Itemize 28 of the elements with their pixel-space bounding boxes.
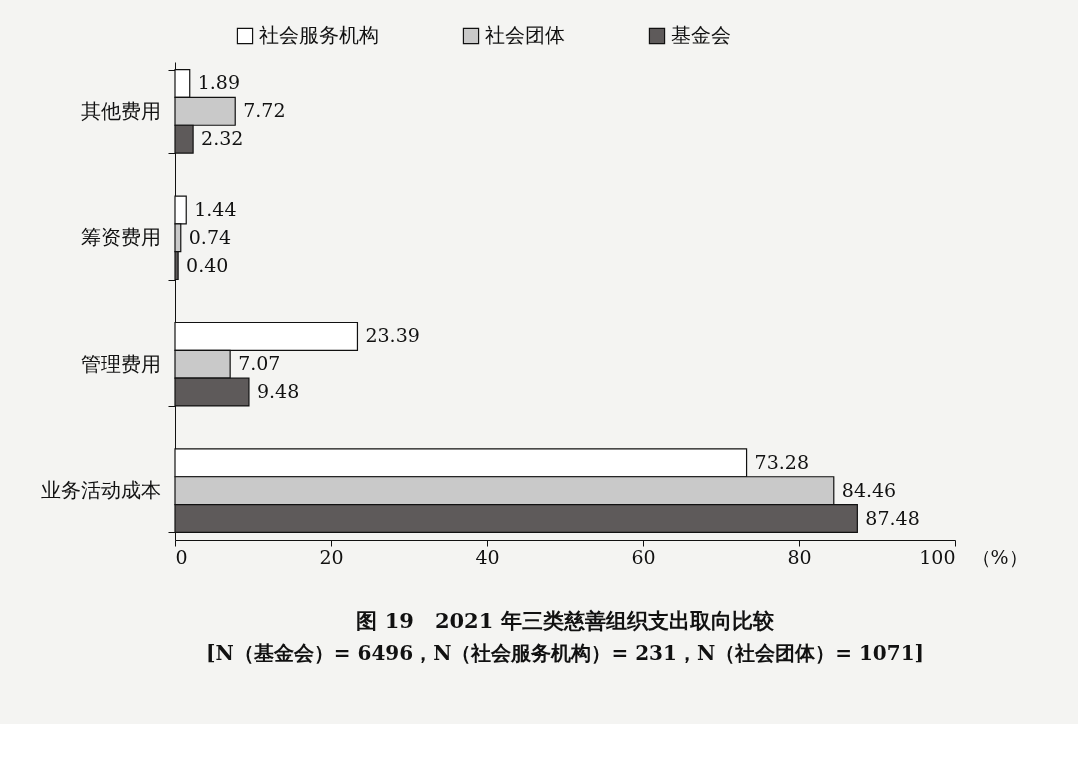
data-label: 73.28 [754,450,809,473]
y-tick-label: 业务活动成本 [40,478,161,503]
data-label: 1.44 [194,197,237,220]
legend-label: 社会团体 [485,23,565,47]
x-tick-label: 80 [787,545,812,568]
x-tick-label: 60 [631,545,656,568]
data-label: 84.46 [841,478,897,501]
x-axis-title: （%） [971,545,1028,568]
x-tick-label: 20 [319,545,344,568]
y-tick-label: 其他费用 [80,98,161,123]
data-label: 23.39 [365,324,420,347]
x-tick-label: 100 [919,545,956,568]
data-label: 9.48 [256,380,300,403]
legend-label: 社会服务机构 [259,23,379,47]
text: [N（基金会）= 6496，N（社会服务机构）= 231，N（社会团体）= 1071] [205,641,925,665]
y-tick-label: 管理费用 [80,351,161,376]
text: 图 19 2021 年三类慈善组织支出取向比较 [356,608,775,633]
data-label: 0.40 [186,253,229,276]
legend-label: 基金会 [671,23,731,47]
data-label: 7.72 [243,99,286,122]
data-label: 0.74 [188,225,232,248]
data-label: 7.07 [238,352,281,375]
data-label: 1.89 [197,71,241,94]
data-label: 87.48 [865,506,920,529]
data-label: 2.32 [201,127,244,150]
x-tick-label: 40 [475,545,500,568]
x-tick-label: 0 [175,545,188,568]
y-tick-label: 筹资费用 [80,225,161,250]
